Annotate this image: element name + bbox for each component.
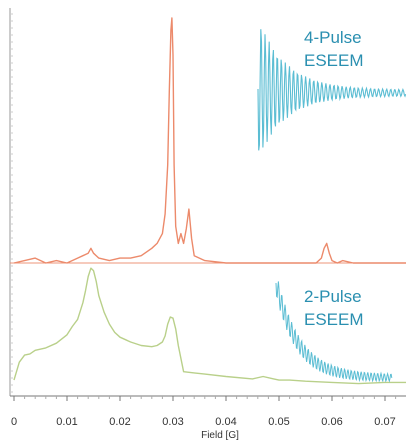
- x-axis-tick-labels: 0 0.01 0.02 0.03 0.04 0.05 0.06 0.07: [11, 416, 396, 428]
- annotation-4pulse-line2: ESEEM: [304, 51, 364, 70]
- x-tick-label: 0: [11, 416, 17, 428]
- x-axis-ticks: [13, 396, 397, 401]
- x-tick-label: 0.02: [109, 416, 130, 428]
- x-tick-label: 0.05: [268, 416, 289, 428]
- annotation-2pulse-line2: ESEEM: [304, 310, 364, 329]
- x-axis-title: Field [G]: [201, 430, 239, 441]
- x-tick-label: 0.03: [162, 416, 183, 428]
- x-tick-label: 0.04: [215, 416, 236, 428]
- x-tick-label: 0.07: [374, 416, 395, 428]
- x-tick-label: 0.06: [321, 416, 342, 428]
- annotation-4pulse-line1: 4-Pulse: [304, 28, 362, 47]
- green-series-line: [13, 267, 406, 385]
- y-axis-minor-ticks: [10, 13, 13, 393]
- four-pulse-eseem-trace-icon: [257, 29, 406, 151]
- series-layer: [13, 17, 406, 385]
- orange-series-line: [13, 17, 406, 264]
- two-pulse-eseem-trace-icon: [275, 281, 393, 383]
- annotation-2pulse-line1: 2-Pulse: [304, 287, 362, 306]
- x-tick-label: 0.01: [56, 416, 77, 428]
